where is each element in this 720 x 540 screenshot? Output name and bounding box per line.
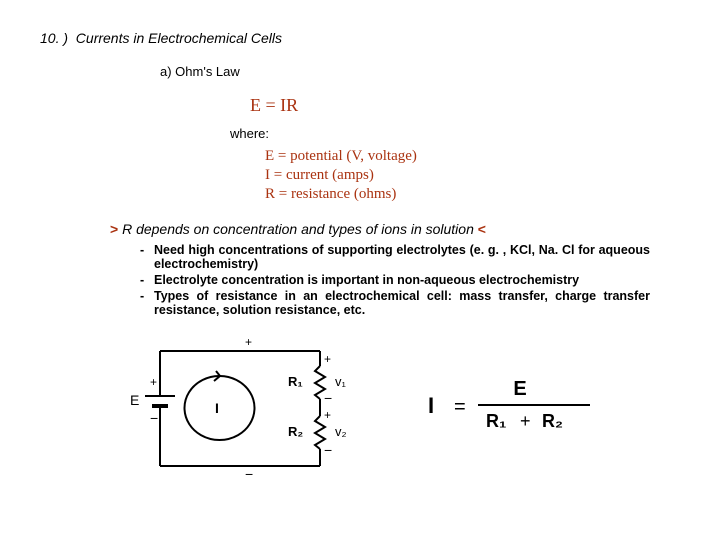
formula-R2: R₂ [542, 411, 563, 431]
bullet-text: Need high concentrations of supporting e… [154, 243, 650, 271]
circuit-diagram: E + − I R₁ R₂ v₁ v₂ + − + − + − [120, 331, 360, 481]
diagram-row: E + − I R₁ R₂ v₁ v₂ + − + − + − I = E R₁… [40, 331, 680, 481]
label-R1: R₁ [288, 374, 303, 389]
minus-icon: − [324, 442, 332, 458]
dash-icon: - [140, 289, 154, 317]
lt-symbol: < [478, 221, 486, 237]
formula-plus: + [520, 411, 531, 431]
definition-i: I = current (amps) [265, 166, 680, 185]
label-I: I [215, 400, 219, 416]
bullet-list: - Need high concentrations of supporting… [140, 243, 680, 317]
where-label: where: [230, 126, 680, 141]
list-item: - Electrolyte concentration is important… [140, 273, 650, 287]
minus-icon: − [150, 410, 158, 426]
gt-symbol: > [110, 221, 118, 237]
minus-icon: − [245, 466, 253, 481]
definition-e: E = potential (V, voltage) [265, 147, 680, 166]
bullet-text: Types of resistance in an electrochemica… [154, 289, 650, 317]
label-E: E [130, 392, 139, 408]
current-formula: I = E R₁ + R₂ [420, 371, 600, 441]
plus-icon: + [245, 335, 252, 349]
section-title-text: Currents in Electrochemical Cells [76, 30, 282, 46]
formula-I: I [428, 393, 434, 418]
label-V2: v₂ [335, 424, 347, 439]
subsection-title: a) Ohm's Law [160, 64, 680, 79]
note-line: > R depends on concentration and types o… [110, 221, 680, 237]
formula-eq: = [454, 396, 466, 418]
section-title: 10. ) Currents in Electrochemical Cells [40, 30, 680, 46]
label-V1: v₁ [335, 374, 347, 389]
definition-r: R = resistance (ohms) [265, 185, 680, 204]
list-item: - Types of resistance in an electrochemi… [140, 289, 650, 317]
dash-icon: - [140, 273, 154, 287]
bullet-text: Electrolyte concentration is important i… [154, 273, 650, 287]
note-text: R depends on concentration and types of … [122, 221, 474, 237]
ohms-law-equation: E = IR [250, 95, 680, 116]
minus-icon: − [324, 390, 332, 406]
formula-E: E [513, 378, 526, 400]
plus-icon: + [150, 375, 157, 389]
section-number: 10. ) [40, 30, 68, 46]
formula-R1: R₁ [486, 411, 506, 431]
plus-icon: + [324, 408, 331, 422]
dash-icon: - [140, 243, 154, 271]
plus-icon: + [324, 352, 331, 366]
definitions: E = potential (V, voltage) I = current (… [265, 147, 680, 203]
label-R2: R₂ [288, 424, 303, 439]
list-item: - Need high concentrations of supporting… [140, 243, 650, 271]
